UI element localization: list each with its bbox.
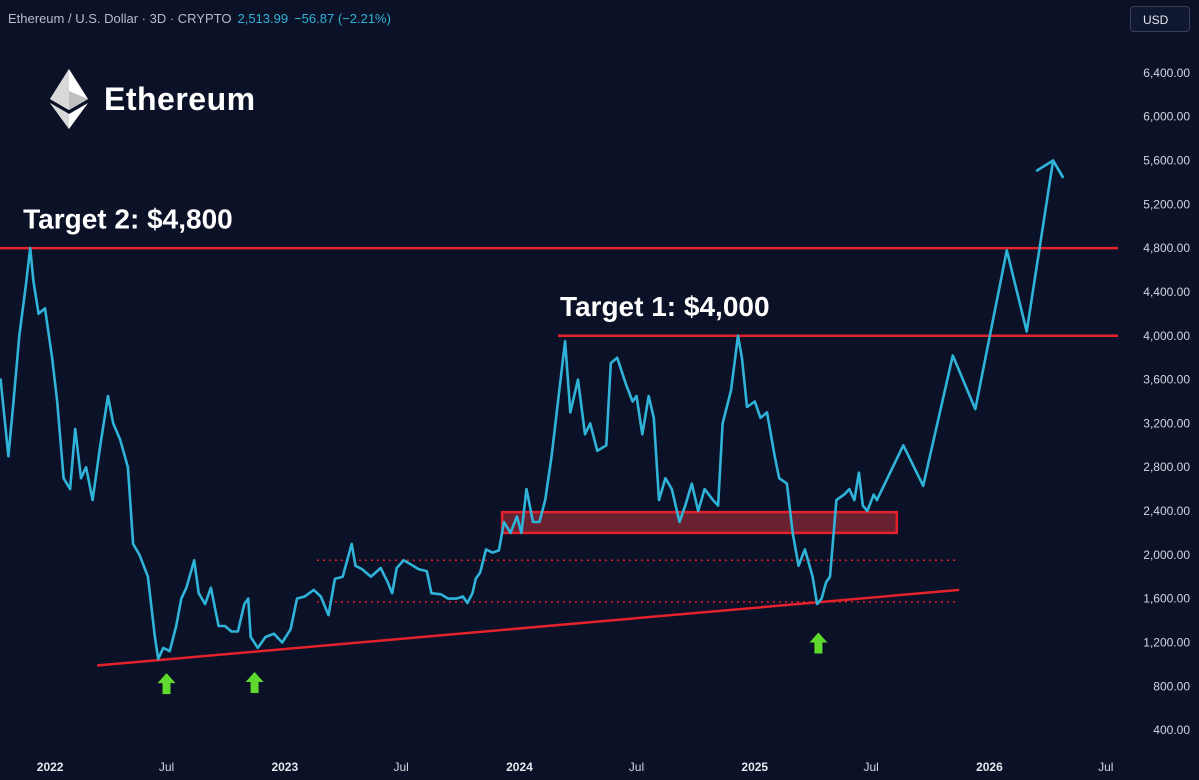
x-tick-label: 2025: [741, 760, 768, 774]
y-tick-label: 6,000.00: [1143, 110, 1190, 124]
x-tick-label: 2026: [976, 760, 1003, 774]
y-tick-label: 2,400.00: [1143, 504, 1190, 518]
x-tick-label: Jul: [629, 760, 644, 774]
bounce-arrow-icon: [245, 671, 264, 693]
y-tick-label: 1,600.00: [1143, 592, 1190, 606]
target-annotation: Target 2: $4,800: [23, 203, 233, 234]
support-trendline: [96, 588, 960, 667]
x-tick-label: Jul: [1098, 760, 1113, 774]
ethereum-diamond-icon: [50, 69, 88, 129]
y-tick-label: 3,200.00: [1143, 416, 1190, 430]
y-tick-label: 4,800.00: [1143, 241, 1190, 255]
y-tick-label: 800.00: [1153, 679, 1190, 693]
y-tick-label: 4,000.00: [1143, 329, 1190, 343]
y-tick-label: 2,800.00: [1143, 460, 1190, 474]
ethereum-logo: Ethereum: [50, 69, 256, 129]
x-tick-label: Jul: [863, 760, 878, 774]
currency-button[interactable]: USD: [1130, 6, 1190, 32]
price-line: [0, 246, 879, 661]
bounce-arrow-icon: [809, 632, 828, 654]
y-tick-label: 2,000.00: [1143, 548, 1190, 562]
last-price: 2,513.99: [237, 11, 289, 26]
y-tick-label: 3,600.00: [1143, 373, 1190, 387]
x-tick-label: 2024: [506, 760, 533, 774]
logo-title: Ethereum: [104, 80, 256, 117]
x-tick-label: Jul: [393, 760, 408, 774]
projection-arrowhead: [1035, 159, 1065, 179]
x-tick-label: 2022: [37, 760, 64, 774]
target-annotation: Target 1: $4,000: [560, 291, 770, 322]
y-tick-label: 4,400.00: [1143, 285, 1190, 299]
y-tick-label: 400.00: [1153, 723, 1190, 737]
y-tick-label: 5,200.00: [1143, 197, 1190, 211]
projection-line: [875, 159, 1064, 502]
symbol-label: Ethereum / U.S. Dollar · 3D · CRYPTO: [8, 11, 232, 26]
support-zone: [500, 510, 899, 535]
y-tick-label: 6,400.00: [1143, 66, 1190, 80]
x-tick-label: Jul: [159, 760, 174, 774]
symbol-header: Ethereum / U.S. Dollar · 3D · CRYPTO 2,51…: [8, 11, 391, 26]
y-tick-label: 1,200.00: [1143, 635, 1190, 649]
bounce-arrow-icon: [157, 673, 176, 695]
price-change: −56.87 (−2.21%): [294, 11, 391, 26]
y-tick-label: 5,600.00: [1143, 153, 1190, 167]
x-tick-label: 2023: [271, 760, 298, 774]
